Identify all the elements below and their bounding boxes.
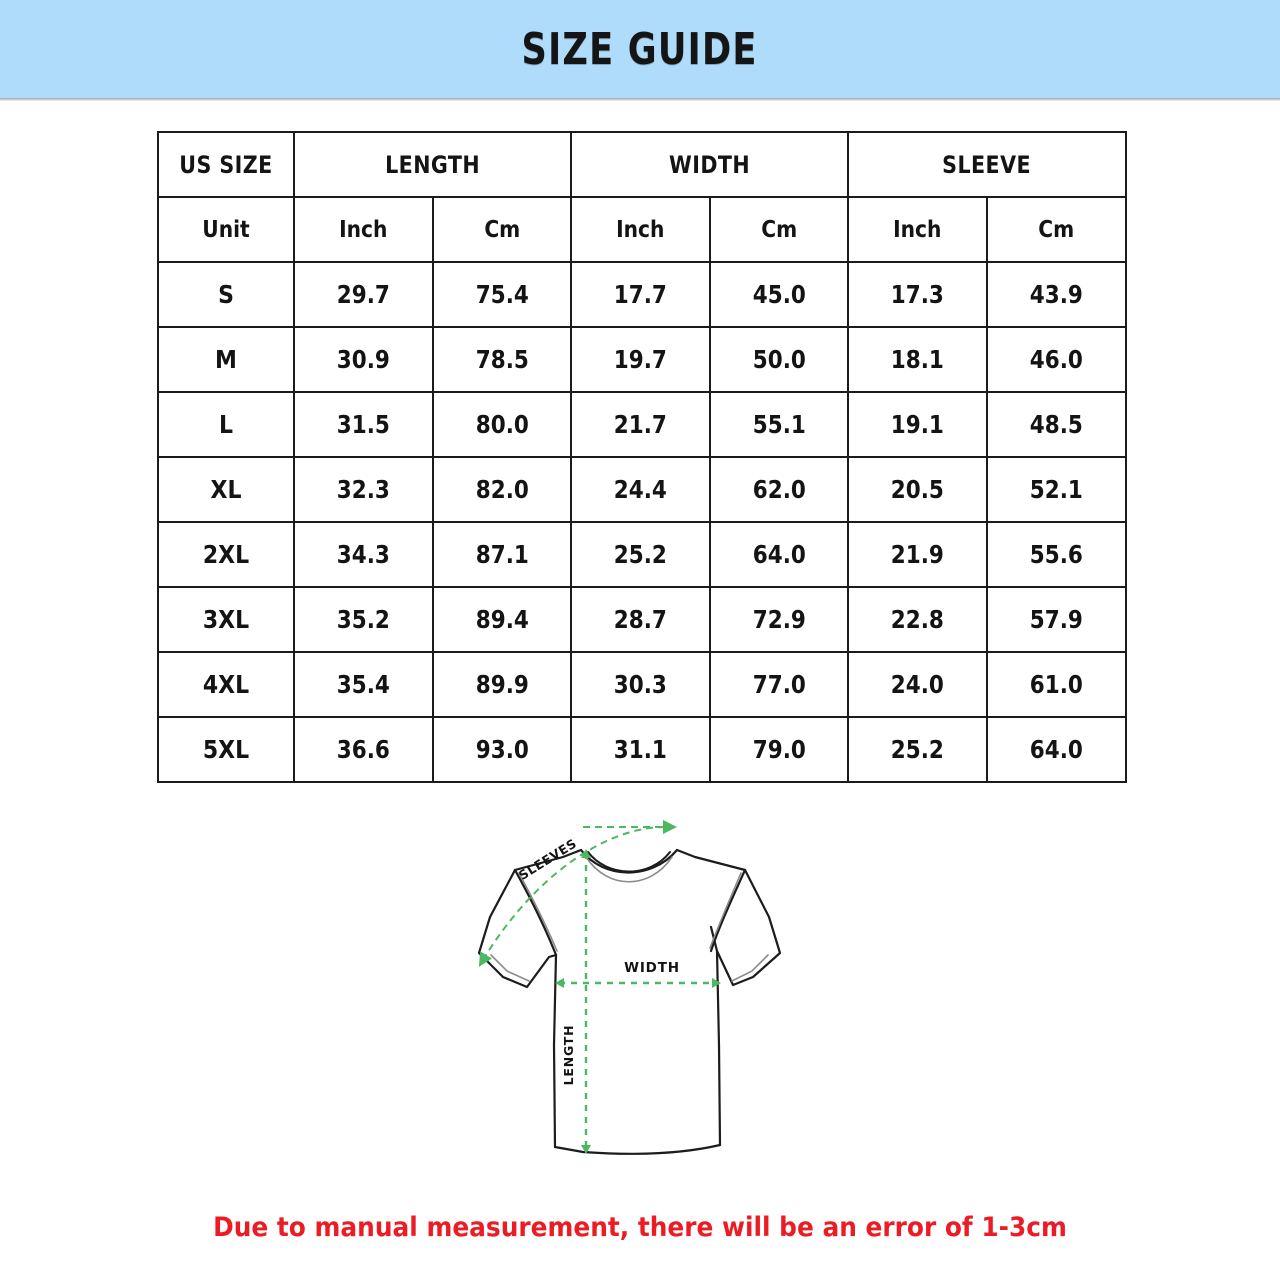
cell-width-cm: 64.0 xyxy=(718,521,840,588)
cell-width-inch: 19.7 xyxy=(580,326,701,393)
cell-sleeve-cm: 57.9 xyxy=(995,586,1117,653)
group-header-us-size: US SIZE xyxy=(166,131,286,198)
cell-length-inch: 35.4 xyxy=(302,651,424,718)
cell-sleeve-cm: 43.9 xyxy=(995,261,1117,328)
cell-width-cm: 77.0 xyxy=(718,651,840,718)
table-row: 2XL 34.3 87.1 25.2 64.0 21.9 55.6 xyxy=(158,521,1126,588)
cell-sleeve-cm: 55.6 xyxy=(995,521,1117,588)
cell-sleeve-inch: 24.0 xyxy=(857,651,979,718)
cell-width-inch: 17.7 xyxy=(580,261,701,328)
cell-length-inch: 31.5 xyxy=(302,391,424,458)
tshirt-diagram: SLEEVES WIDTH LENGTH xyxy=(455,805,865,1190)
cell-length-cm: 80.0 xyxy=(441,391,563,458)
unit-header-length-cm: Cm xyxy=(440,196,564,263)
cell-sleeve-inch: 22.8 xyxy=(857,586,979,653)
cell-width-cm: 62.0 xyxy=(718,456,840,523)
cell-width-inch: 30.3 xyxy=(580,651,701,718)
cell-sleeve-inch: 17.3 xyxy=(857,261,979,328)
cell-length-cm: 78.5 xyxy=(441,326,563,393)
cell-width-inch: 25.2 xyxy=(580,521,701,588)
cell-sleeve-cm: 52.1 xyxy=(995,456,1117,523)
sleeves-label: SLEEVES xyxy=(516,835,579,882)
table-row: 5XL 36.6 93.0 31.1 79.0 25.2 64.0 xyxy=(158,716,1126,783)
cell-sleeve-inch: 21.9 xyxy=(857,521,979,588)
unit-header-unit: Unit xyxy=(165,196,287,263)
cell-length-cm: 75.4 xyxy=(441,261,563,328)
cell-length-cm: 87.1 xyxy=(441,521,563,588)
cell-length-cm: 82.0 xyxy=(441,456,563,523)
width-label: WIDTH xyxy=(624,960,680,976)
unit-header-sleeve-cm: Cm xyxy=(994,196,1119,263)
measurement-disclaimer: Due to manual measurement, there will be… xyxy=(0,1212,1280,1243)
size-table-body: S 29.7 75.4 17.7 45.0 17.3 43.9 M 30.9 78.5 19.7 50… xyxy=(158,261,1126,783)
tshirt-neckband xyxy=(587,851,671,873)
length-label: LENGTH xyxy=(561,1025,576,1086)
group-header-sleeve: SLEEVE xyxy=(866,131,1108,198)
cell-width-cm: 55.1 xyxy=(718,391,840,458)
width-arrow-left xyxy=(555,978,564,988)
cell-length-inch: 35.2 xyxy=(302,586,424,653)
page-title: SIZE GUIDE xyxy=(521,23,759,75)
group-header-width: WIDTH xyxy=(589,131,830,198)
table-row: 3XL 35.2 89.4 28.7 72.9 22.8 57.9 xyxy=(158,586,1126,653)
cell-sleeve-cm: 64.0 xyxy=(995,716,1117,783)
cell-width-cm: 45.0 xyxy=(718,261,840,328)
cell-width-cm: 79.0 xyxy=(718,716,840,783)
cell-length-inch: 30.9 xyxy=(302,326,424,393)
cell-sleeve-inch: 18.1 xyxy=(857,326,979,393)
cell-sleeve-cm: 61.0 xyxy=(995,651,1117,718)
disclaimer-text: Due to manual measurement, there will be… xyxy=(213,1212,1067,1243)
cell-width-inch: 21.7 xyxy=(580,391,701,458)
cell-sleeve-inch: 25.2 xyxy=(857,716,979,783)
cell-length-inch: 32.3 xyxy=(302,456,424,523)
unit-header-width-cm: Cm xyxy=(717,196,841,263)
cell-sleeve-cm: 48.5 xyxy=(995,391,1117,458)
length-arrow-top xyxy=(581,849,591,858)
table-row: S 29.7 75.4 17.7 45.0 17.3 43.9 xyxy=(158,261,1126,328)
cell-length-cm: 89.4 xyxy=(441,586,563,653)
width-arrow-right xyxy=(712,978,721,988)
cell-length-inch: 36.6 xyxy=(302,716,424,783)
cell-length-inch: 34.3 xyxy=(302,521,424,588)
sleeves-measure-line xyxy=(478,826,666,967)
cell-size: S xyxy=(165,261,287,328)
page-header: SIZE GUIDE xyxy=(0,0,1280,98)
size-table: US SIZE LENGTH WIDTH SLEEVE Unit Inch Cm… xyxy=(157,131,1127,783)
cell-length-cm: 93.0 xyxy=(441,716,563,783)
cell-sleeve-inch: 20.5 xyxy=(857,456,979,523)
unit-header-width-inch: Inch xyxy=(578,196,703,263)
table-group-header-row: US SIZE LENGTH WIDTH SLEEVE xyxy=(158,131,1126,198)
unit-header-length-inch: Inch xyxy=(301,196,426,263)
cell-width-inch: 24.4 xyxy=(580,456,701,523)
cell-size: XL xyxy=(165,456,287,523)
cell-size: 3XL xyxy=(165,586,287,653)
group-header-length: LENGTH xyxy=(312,131,553,198)
cell-width-cm: 50.0 xyxy=(718,326,840,393)
cell-sleeve-inch: 19.1 xyxy=(857,391,979,458)
tshirt-collar-detail xyxy=(490,856,769,982)
table-row: L 31.5 80.0 21.7 55.1 19.1 48.5 xyxy=(158,391,1126,458)
cell-length-inch: 29.7 xyxy=(302,261,424,328)
cell-sleeve-cm: 46.0 xyxy=(995,326,1117,393)
size-table-container: US SIZE LENGTH WIDTH SLEEVE Unit Inch Cm… xyxy=(157,131,1125,783)
cell-width-inch: 31.1 xyxy=(580,716,701,783)
table-row: XL 32.3 82.0 24.4 62.0 20.5 52.1 xyxy=(158,456,1126,523)
table-row: M 30.9 78.5 19.7 50.0 18.1 46.0 xyxy=(158,326,1126,393)
cell-width-inch: 28.7 xyxy=(580,586,701,653)
cell-size: 2XL xyxy=(165,521,287,588)
table-row: 4XL 35.4 89.9 30.3 77.0 24.0 61.0 xyxy=(158,651,1126,718)
length-arrow-bottom xyxy=(581,1145,591,1154)
cell-size: 5XL xyxy=(165,716,287,783)
tshirt-outline-shape xyxy=(477,848,782,1155)
unit-header-sleeve-inch: Inch xyxy=(855,196,980,263)
cell-length-cm: 89.9 xyxy=(441,651,563,718)
cell-width-cm: 72.9 xyxy=(718,586,840,653)
cell-size: M xyxy=(165,326,287,393)
table-unit-row: Unit Inch Cm Inch Cm Inch Cm xyxy=(158,196,1126,263)
header-divider xyxy=(0,98,1280,101)
cell-size: 4XL xyxy=(165,651,287,718)
cell-size: L xyxy=(165,391,287,458)
